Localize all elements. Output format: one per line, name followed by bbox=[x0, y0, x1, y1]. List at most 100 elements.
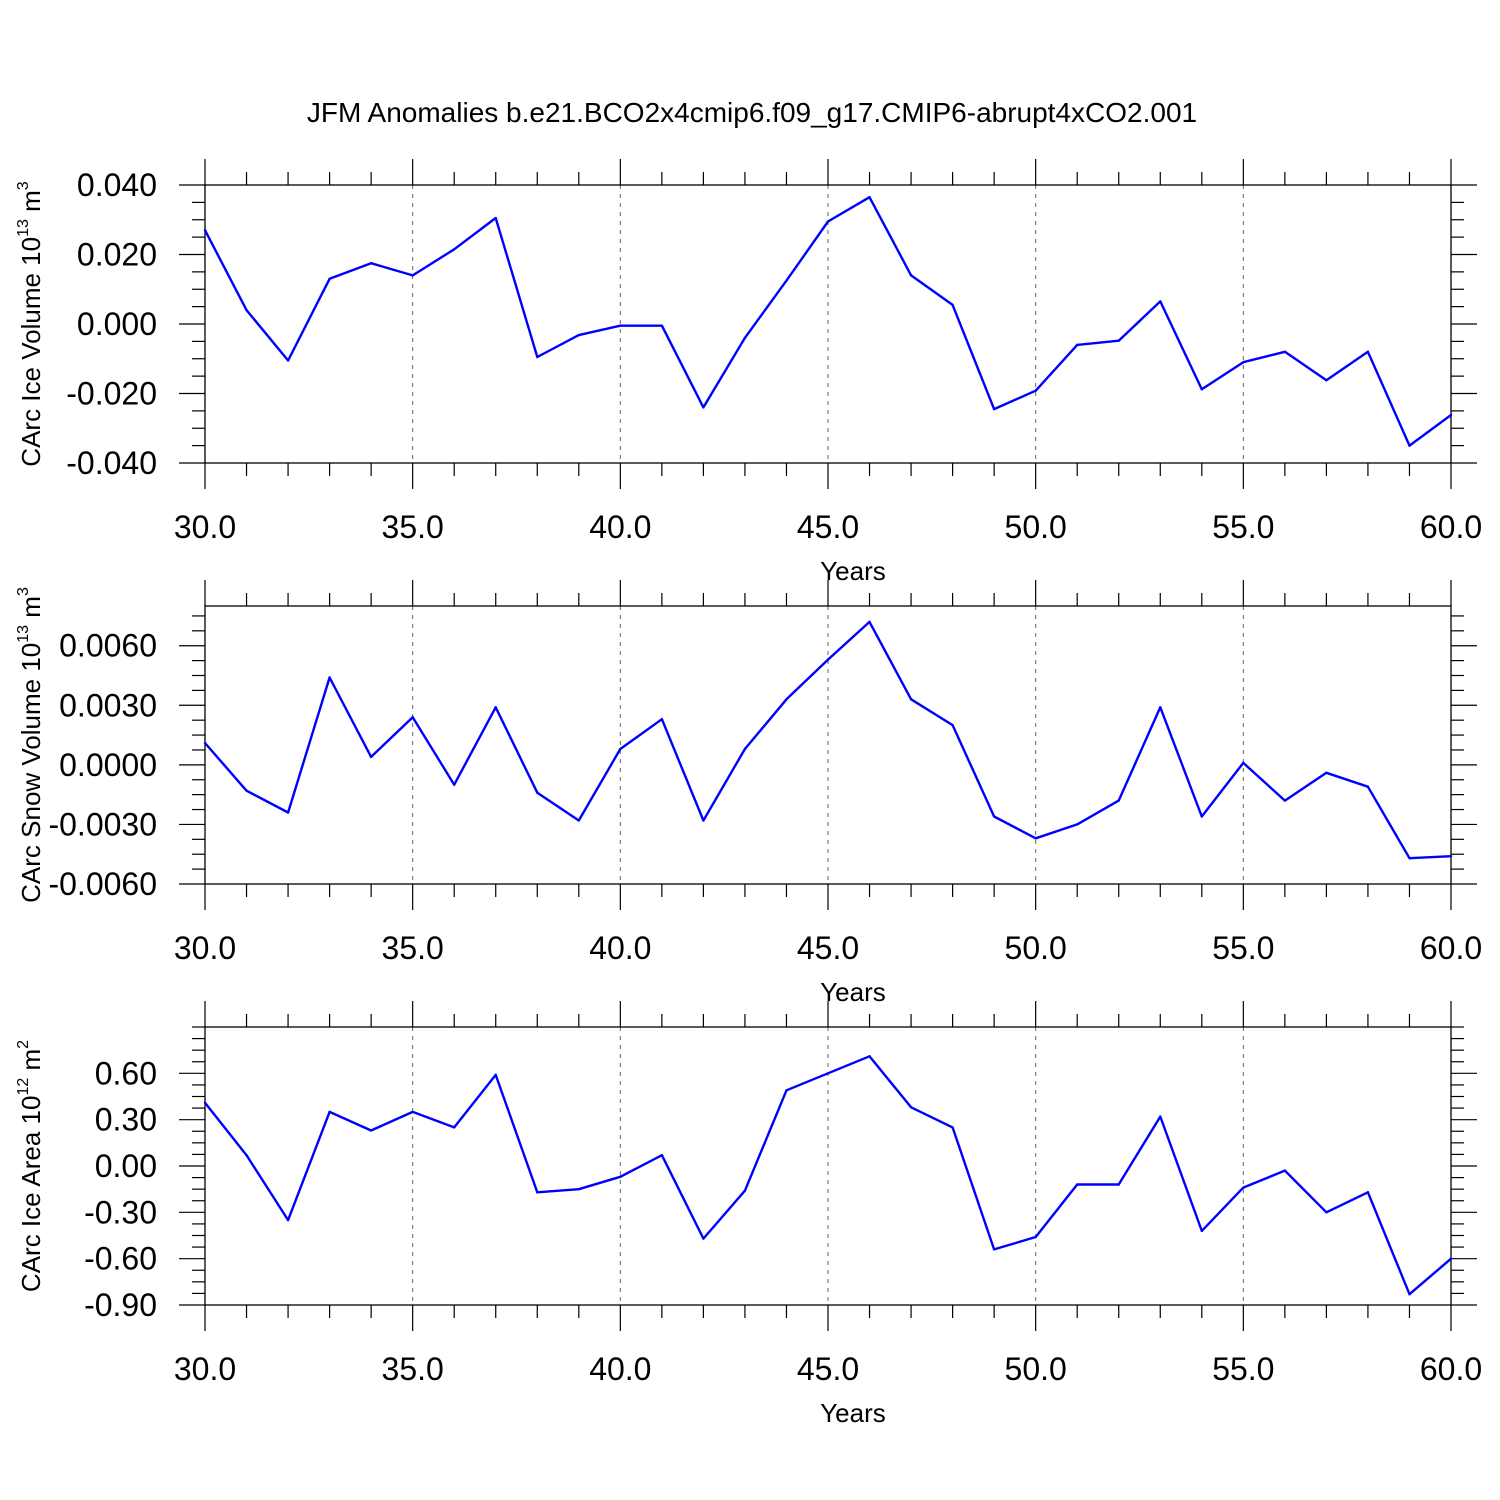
x-tick-label: 45.0 bbox=[797, 930, 859, 966]
y-axis-label-unit: m bbox=[16, 1049, 46, 1078]
data-point bbox=[203, 228, 207, 232]
data-point bbox=[536, 791, 539, 794]
data-point bbox=[1325, 1211, 1328, 1214]
y-axis-label-exponent: 13 bbox=[15, 219, 32, 237]
data-point bbox=[619, 1175, 622, 1179]
data-point bbox=[536, 1191, 539, 1194]
data-point bbox=[577, 1187, 580, 1191]
data-point bbox=[1283, 1169, 1287, 1172]
data-point bbox=[1076, 823, 1079, 826]
x-tick-label: 35.0 bbox=[382, 930, 444, 966]
data-point bbox=[494, 216, 497, 220]
x-tick-label: 40.0 bbox=[589, 1351, 651, 1387]
y-axis-label-exponent: 13 bbox=[15, 625, 32, 643]
x-axis-label: Years bbox=[820, 556, 886, 586]
y-tick-label: 0.040 bbox=[77, 167, 157, 203]
data-point bbox=[992, 815, 996, 818]
data-point bbox=[1408, 856, 1411, 860]
y-axis-label-text: CArc Ice Volume 10 bbox=[16, 237, 46, 467]
data-point bbox=[328, 1110, 331, 1114]
y-axis-label-unit: m bbox=[16, 190, 46, 219]
data-point bbox=[826, 658, 830, 661]
data-point bbox=[369, 261, 373, 265]
data-point bbox=[1283, 350, 1287, 353]
chart-title: JFM Anomalies b.e21.BCO2x4cmip6.f09_g17.… bbox=[307, 97, 1197, 128]
data-point bbox=[536, 355, 539, 359]
x-tick-label: 30.0 bbox=[174, 930, 236, 966]
x-tick-label: 35.0 bbox=[382, 1351, 444, 1387]
y-axis-label-exponent: 12 bbox=[15, 1078, 32, 1096]
data-point bbox=[743, 747, 747, 751]
y-tick-label: 0.30 bbox=[95, 1102, 157, 1138]
data-point bbox=[868, 620, 871, 624]
y-tick-label: -0.30 bbox=[84, 1194, 157, 1230]
data-point bbox=[785, 1089, 788, 1092]
x-tick-label: 60.0 bbox=[1420, 509, 1482, 545]
data-point bbox=[1076, 1183, 1079, 1186]
y-axis-label: CArc Ice Volume 1013 m3 bbox=[15, 181, 46, 466]
data-point bbox=[245, 1153, 248, 1157]
data-point bbox=[286, 359, 290, 362]
y-tick-label: -0.90 bbox=[84, 1287, 157, 1323]
data-point bbox=[1283, 799, 1287, 802]
data-point bbox=[1117, 799, 1120, 802]
data-point bbox=[909, 274, 913, 277]
data-point bbox=[619, 324, 622, 327]
y-tick-label: 0.0060 bbox=[59, 628, 157, 664]
data-point bbox=[1200, 1229, 1204, 1233]
x-tick-label: 50.0 bbox=[1005, 930, 1067, 966]
data-point bbox=[619, 747, 622, 751]
data-point bbox=[577, 819, 580, 822]
x-tick-label: 45.0 bbox=[797, 1351, 859, 1387]
x-tick-label: 50.0 bbox=[1005, 1351, 1067, 1387]
data-point bbox=[203, 1101, 207, 1104]
data-point bbox=[245, 789, 248, 792]
y-tick-label: 0.00 bbox=[95, 1148, 157, 1184]
data-point bbox=[702, 406, 705, 409]
data-point bbox=[702, 1237, 705, 1240]
data-point bbox=[1117, 1183, 1120, 1186]
data-point bbox=[909, 1106, 913, 1109]
data-point bbox=[1408, 1292, 1411, 1296]
panel-1: 30.0 35.0 40.0 45.0 50.0 55.0 60.0 0.040 0.020 0.… bbox=[15, 159, 1482, 586]
data-point bbox=[868, 195, 871, 199]
data-point bbox=[1449, 413, 1453, 417]
data-point bbox=[826, 1072, 830, 1075]
x-tick-label: 30.0 bbox=[174, 509, 236, 545]
data-point bbox=[951, 723, 954, 727]
data-point bbox=[743, 1189, 747, 1192]
panel-2: 30.0 35.0 40.0 45.0 50.0 55.0 60.0 0.0060 0.0030… bbox=[15, 580, 1482, 1007]
data-point bbox=[411, 1110, 414, 1114]
y-tick-label: -0.040 bbox=[66, 445, 157, 481]
data-point bbox=[453, 783, 456, 786]
data-point bbox=[1325, 771, 1328, 774]
data-point bbox=[1159, 706, 1162, 709]
data-point bbox=[286, 1218, 290, 1222]
x-tick-label: 40.0 bbox=[589, 930, 651, 966]
y-tick-label: -0.60 bbox=[84, 1241, 157, 1277]
x-tick-label: 60.0 bbox=[1420, 1351, 1482, 1387]
data-point bbox=[494, 706, 497, 709]
data-point bbox=[245, 308, 248, 312]
y-axis-label-unit: m bbox=[16, 596, 46, 625]
data-point bbox=[1076, 343, 1079, 347]
data-point bbox=[411, 274, 414, 277]
data-point bbox=[1034, 837, 1037, 840]
data-point bbox=[1449, 855, 1453, 858]
x-tick-label: 45.0 bbox=[797, 509, 859, 545]
y-tick-label: 0.60 bbox=[95, 1055, 157, 1091]
y-tick-label: 0.0030 bbox=[59, 687, 157, 723]
data-point bbox=[1200, 388, 1204, 391]
data-point bbox=[1242, 1186, 1245, 1189]
data-point bbox=[494, 1073, 497, 1077]
y-axis-label: CArc Snow Volume 1013 m3 bbox=[15, 587, 46, 903]
data-point bbox=[1408, 444, 1411, 447]
y-tick-label: -0.0060 bbox=[48, 866, 157, 902]
data-point bbox=[328, 676, 331, 679]
x-tick-label: 55.0 bbox=[1212, 1351, 1274, 1387]
data-point bbox=[453, 248, 456, 251]
data-point bbox=[328, 277, 331, 281]
data-point bbox=[992, 1248, 996, 1251]
data-point bbox=[660, 717, 664, 721]
